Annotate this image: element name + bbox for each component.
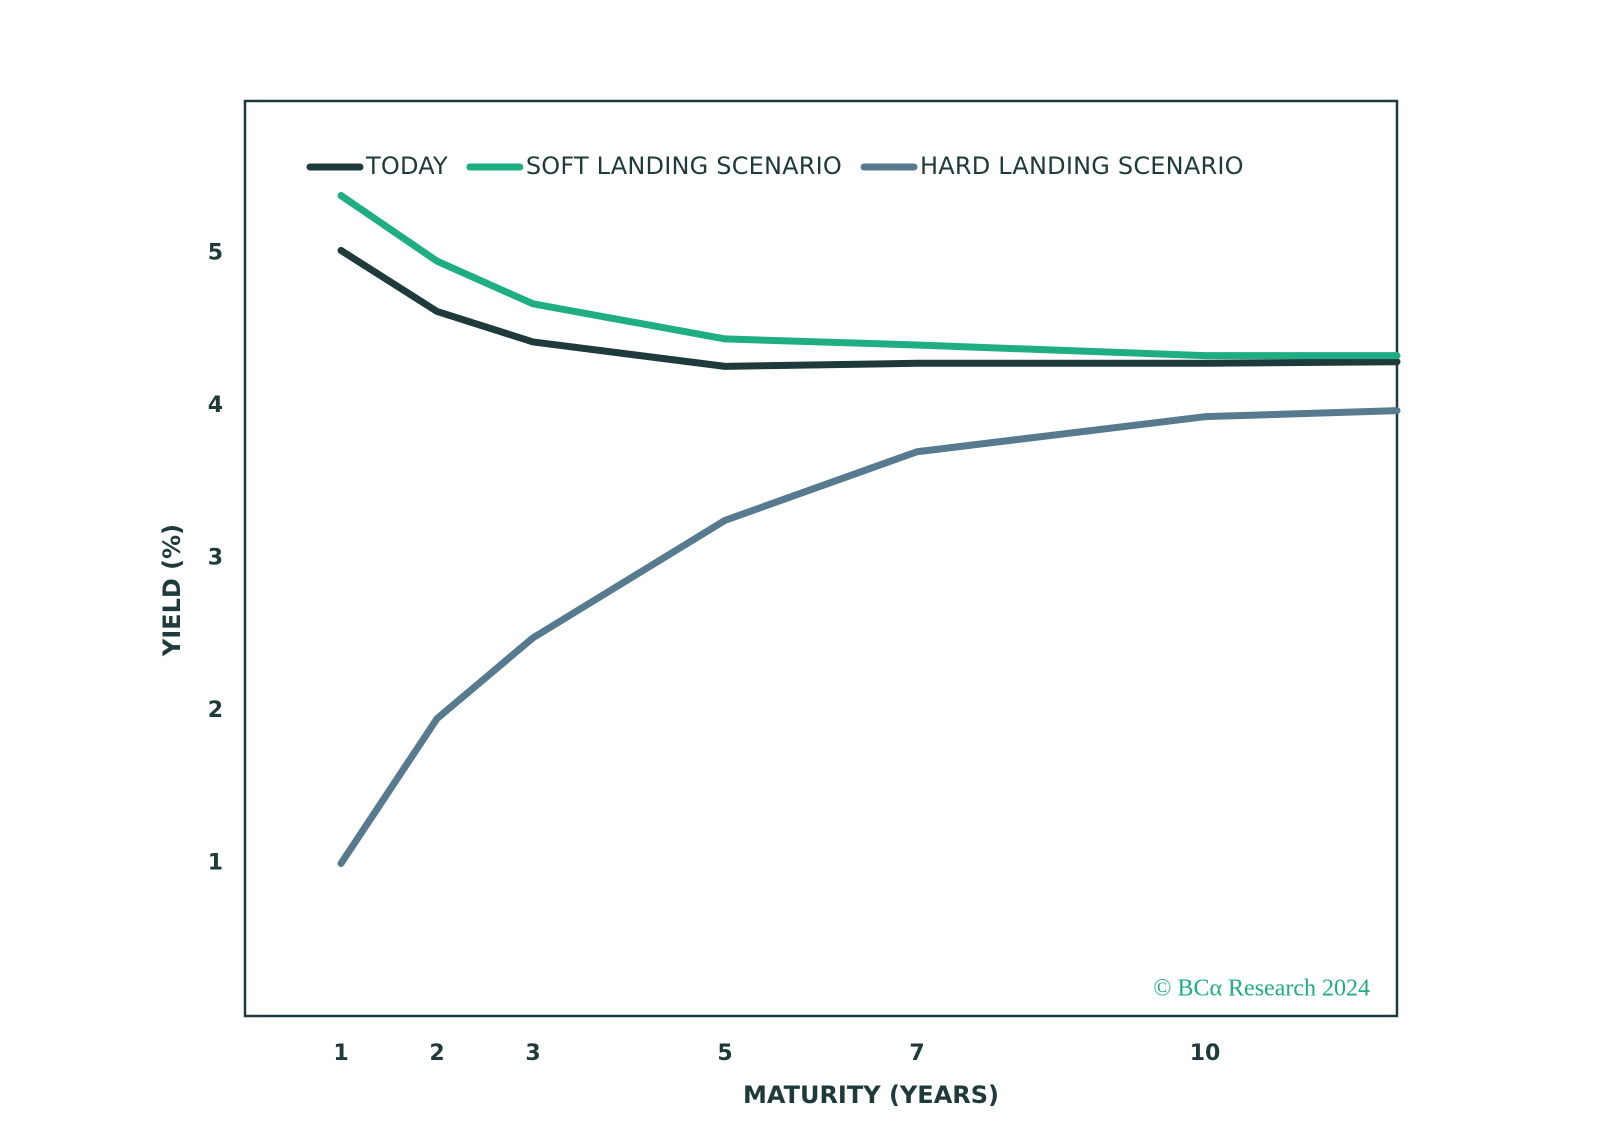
y-tick-label: 5	[208, 241, 223, 266]
copyright: © BCα Research 2024	[1153, 976, 1370, 1002]
x-tick-label: 1	[333, 1041, 348, 1066]
x-tick-label: 7	[909, 1041, 924, 1066]
y-tick-label: 3	[208, 546, 223, 571]
series-line	[337, 407, 1401, 867]
x-tick-label: 10	[1190, 1041, 1221, 1066]
x-tick-label: 5	[717, 1041, 732, 1066]
x-tick-label: 3	[525, 1041, 540, 1066]
legend-label: TODAY	[365, 152, 448, 180]
y-axis-title: YIELD (%)	[158, 524, 186, 657]
y-tick-label: 1	[208, 851, 223, 876]
legend-label: SOFT LANDING SCENARIO	[526, 152, 842, 180]
series-line	[337, 192, 1401, 360]
legend-label: HARD LANDING SCENARIO	[920, 152, 1244, 180]
x-tick-label: 2	[429, 1041, 444, 1066]
plot-frame	[243, 99, 1399, 1018]
x-axis-title: MATURITY (YEARS)	[743, 1081, 999, 1109]
y-tick-label: 4	[208, 393, 223, 418]
series-line	[337, 246, 1401, 370]
y-tick-label: 2	[208, 698, 223, 723]
